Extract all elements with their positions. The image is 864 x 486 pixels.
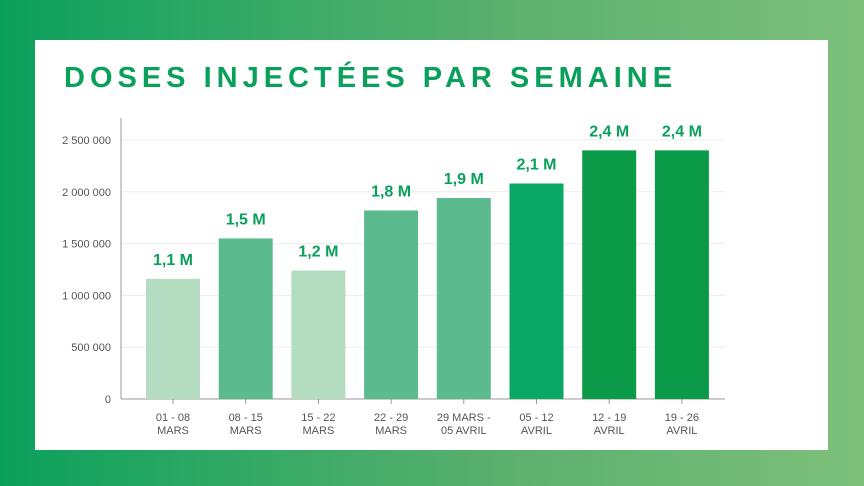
bars (146, 150, 709, 399)
y-axis: 0 500 000 1 000 000 1 500 000 2 000 000 2 500… (62, 118, 122, 406)
y-tick-label: 1 000 000 (62, 290, 111, 302)
bar (291, 270, 346, 399)
bar-chart: 0 500 000 1 000 000 1 500 000 2 000 000 2 500… (62, 118, 725, 437)
data-label: 1,1 M (153, 252, 193, 269)
y-tick-label: 1 500 000 (62, 239, 111, 251)
x-tick-label: 29 MARS - (437, 412, 491, 424)
x-tick-label: 01 - 08 (156, 412, 190, 424)
y-tick-label: 2 000 000 (62, 187, 111, 199)
y-tick-label: 2 500 000 (62, 135, 111, 147)
x-tick-label: MARS (303, 425, 335, 437)
bar (436, 198, 491, 399)
x-tick-label: 22 - 29 (374, 412, 408, 424)
data-label: 1,2 M (298, 244, 338, 261)
x-tick-label: 12 - 19 (592, 412, 626, 424)
chart-card: DOSES INJECTÉES PAR SEMAINE 0 500 000 1 00… (35, 40, 828, 450)
x-tick-label: 08 - 15 (229, 412, 263, 424)
x-tick-label: 05 - 12 (519, 412, 553, 424)
bar (654, 150, 709, 399)
data-label: 1,5 M (226, 211, 266, 228)
bar (146, 278, 200, 399)
bar (509, 183, 564, 399)
data-label: 2,1 M (516, 157, 556, 174)
y-tick-label: 0 (105, 394, 111, 406)
x-tick-label: AVRIL (594, 425, 625, 437)
x-tick-label: AVRIL (666, 425, 697, 437)
bar (582, 150, 637, 399)
x-tick-label: 05 AVRIL (441, 425, 487, 437)
x-tick-label: 15 - 22 (301, 412, 335, 424)
bar (218, 238, 273, 399)
x-tick-label: MARS (375, 425, 407, 437)
data-labels: 1,1 M 1,5 M 1,2 M 1,8 M 1,9 M 2,1 M 2,4 M 2,4 M (153, 123, 702, 268)
data-label: 1,9 M (444, 171, 484, 188)
x-tick-label: MARS (230, 425, 262, 437)
chart-title: DOSES INJECTÉES PAR SEMAINE (64, 62, 678, 94)
data-label: 2,4 M (589, 123, 629, 140)
data-label: 2,4 M (662, 123, 702, 140)
x-tick-label: 19 - 26 (665, 412, 699, 424)
data-label: 1,8 M (371, 183, 411, 200)
x-axis (121, 398, 725, 404)
y-tick-label: 500 000 (71, 342, 111, 354)
x-tick-label: MARS (157, 425, 189, 437)
x-tick-label: AVRIL (521, 425, 552, 437)
bar (364, 210, 419, 399)
